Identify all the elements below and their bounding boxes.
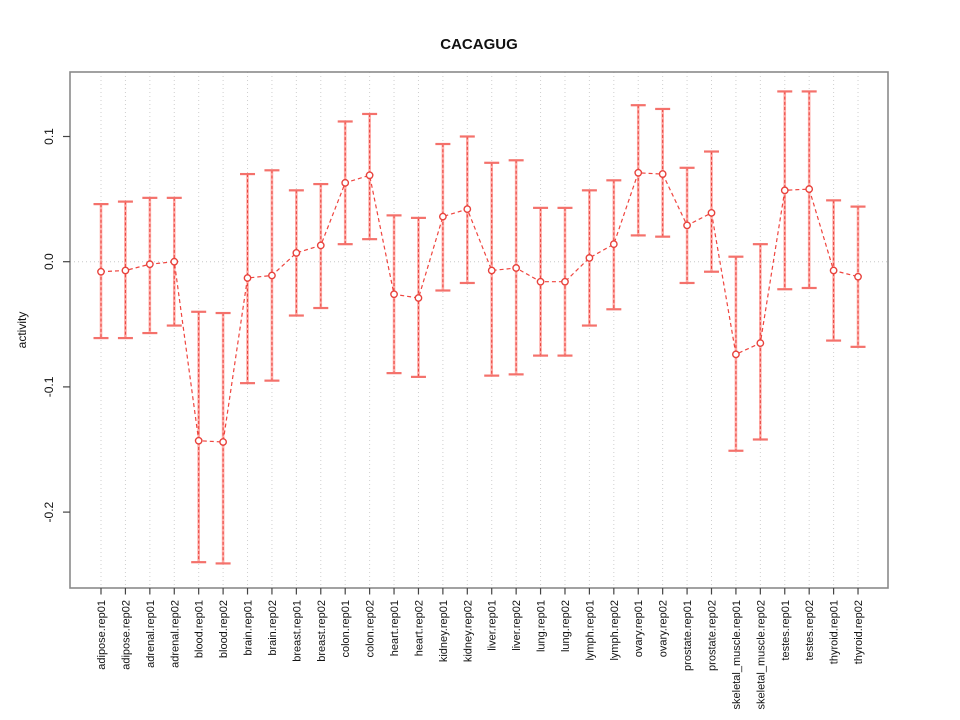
data-point	[585, 254, 594, 262]
x-tick-label: heart.rep01	[389, 600, 401, 656]
plot-border	[69, 71, 889, 589]
x-tick-label: brain.rep02	[267, 600, 279, 656]
data-point	[780, 186, 789, 195]
x-tick-label: ovary.rep02	[658, 600, 670, 657]
x-tick-label: lymph.rep02	[609, 600, 621, 661]
data-point	[414, 294, 423, 302]
x-tick-label: breast.rep02	[316, 600, 328, 662]
x-tick-label: thyroid.rep02	[853, 600, 865, 664]
x-tick-label: colon.rep02	[365, 600, 377, 658]
data-point	[854, 272, 862, 281]
data-point	[512, 264, 521, 272]
series-line	[100, 172, 859, 443]
data-point	[390, 290, 398, 299]
data-point	[829, 266, 838, 275]
data-point	[463, 205, 472, 214]
x-tick-label: adrenal.rep02	[169, 600, 181, 668]
y-tick-label: -0.2	[42, 501, 56, 522]
data-point	[683, 221, 691, 230]
x-tick-label: prostate.rep01	[682, 600, 694, 671]
data-point	[365, 171, 374, 180]
y-axis-label: activity	[15, 312, 29, 349]
data-point	[97, 267, 105, 276]
x-tick-label: liver.rep01	[487, 600, 499, 651]
data-point	[634, 168, 643, 177]
data-point	[243, 274, 252, 282]
x-tick-label: thyroid.rep01	[829, 600, 841, 664]
data-point	[609, 240, 618, 249]
x-tick-label: adipose.rep01	[96, 600, 108, 670]
data-point	[194, 436, 203, 445]
data-point	[438, 212, 447, 221]
data-point	[561, 277, 569, 286]
y-tick-label: -0.1	[42, 376, 56, 397]
x-tick-label: lung.rep01	[536, 600, 548, 652]
data-point	[341, 178, 350, 187]
x-tick-label: brain.rep01	[243, 600, 255, 656]
data-point	[536, 277, 545, 286]
x-tick-label: ovary.rep01	[633, 600, 645, 657]
y-tick-label: 0.0	[42, 253, 56, 270]
x-tick-label: blood.rep01	[194, 600, 206, 658]
x-tick-label: breast.rep01	[291, 600, 303, 662]
data-point	[316, 241, 325, 250]
x-tick-label: adrenal.rep01	[145, 600, 157, 668]
y-tick-label: 0.1	[42, 128, 56, 145]
x-tick-label: colon.rep01	[340, 600, 352, 658]
x-tick-label: adipose.rep02	[120, 600, 132, 670]
x-tick-label: heart.rep02	[413, 600, 425, 656]
data-point	[121, 266, 130, 275]
x-tick-label: blood.rep02	[218, 600, 230, 658]
x-tick-label: skeletal_muscle.rep02	[755, 600, 767, 709]
x-tick-label: kidney.rep01	[438, 600, 450, 662]
data-point	[707, 208, 716, 217]
x-tick-label: testes.rep02	[804, 600, 816, 661]
chart-title: CACAGUG	[440, 36, 518, 53]
x-tick-label: lymph.rep01	[584, 600, 596, 661]
x-tick-label: liver.rep02	[511, 600, 523, 651]
data-point	[658, 170, 667, 178]
data-point	[756, 339, 765, 347]
data-point	[145, 260, 154, 269]
x-tick-label: skeletal_muscle.rep01	[731, 600, 743, 709]
x-tick-label: lung.rep02	[560, 600, 572, 652]
data-point	[219, 438, 228, 446]
x-tick-label: kidney.rep02	[462, 600, 474, 662]
data-point	[805, 185, 814, 193]
x-tick-label: prostate.rep02	[707, 600, 719, 671]
data-point	[170, 257, 179, 266]
data-point	[292, 249, 301, 257]
data-point	[268, 271, 276, 280]
data-point	[732, 350, 740, 359]
data-point	[487, 266, 496, 275]
x-tick-label: testes.rep01	[780, 600, 792, 661]
